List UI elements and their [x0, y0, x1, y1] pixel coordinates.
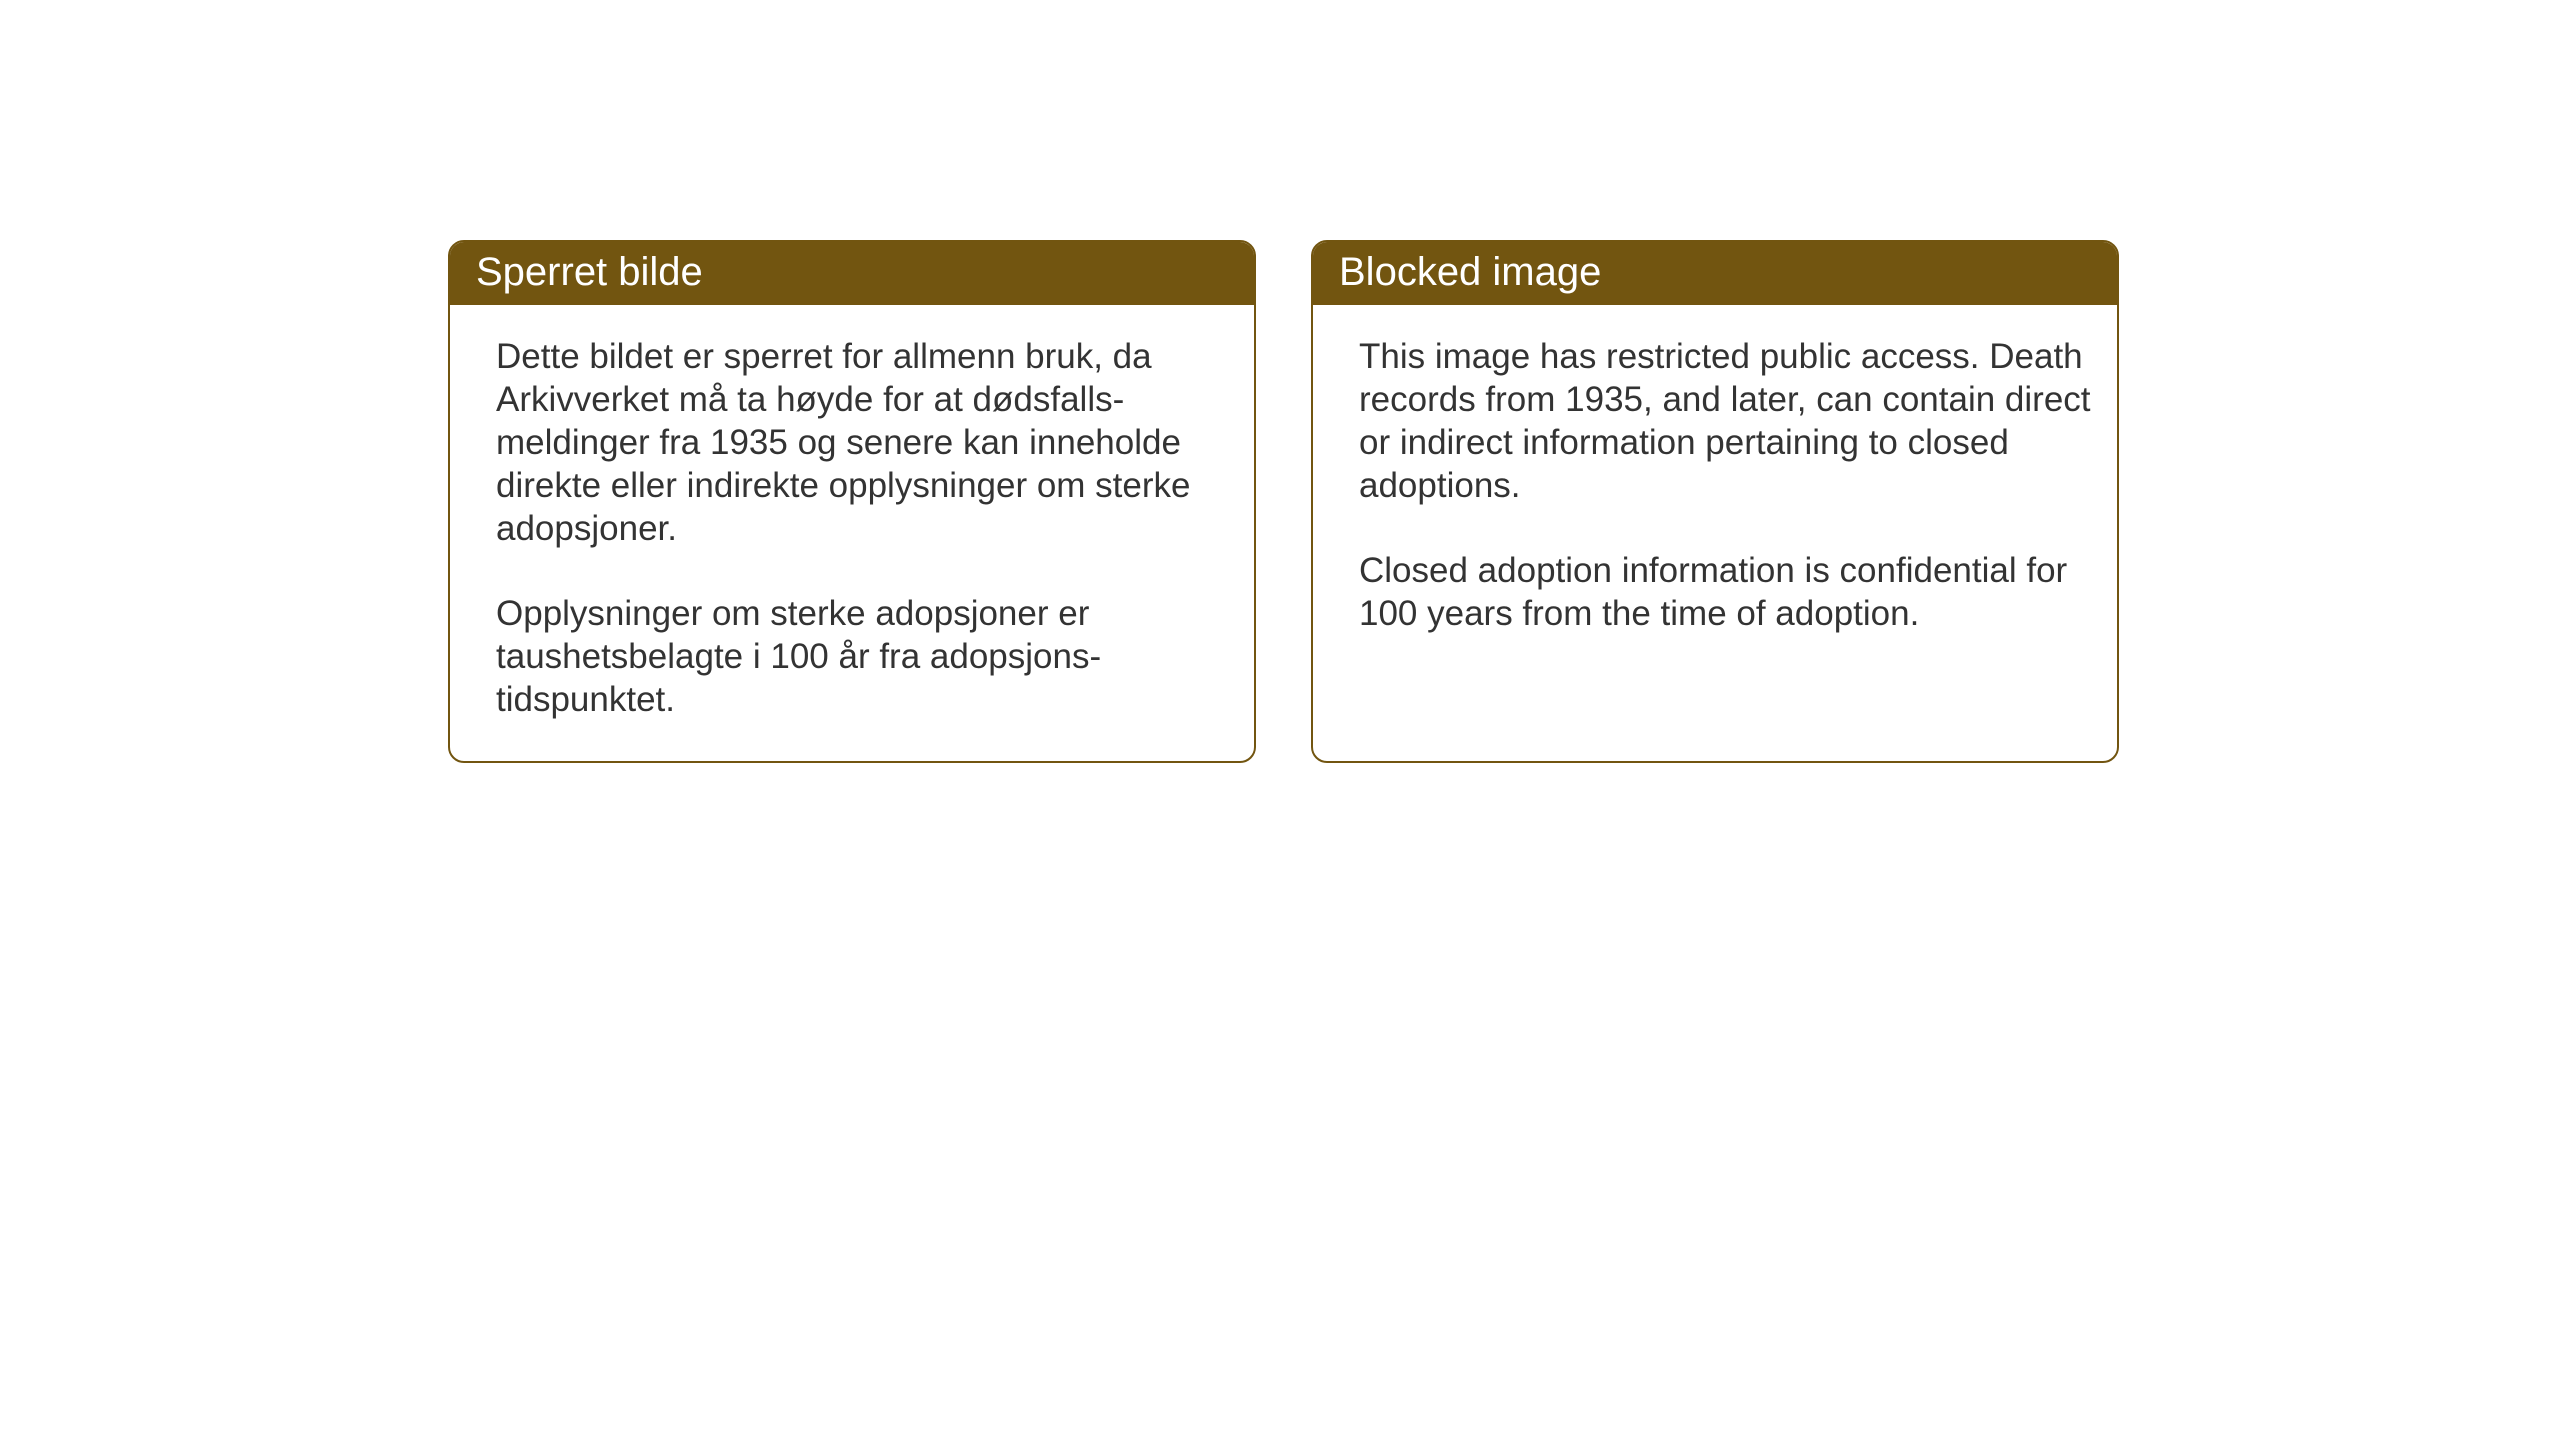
card-paragraph: Opplysninger om sterke adopsjoner er tau…	[496, 592, 1228, 721]
notice-container: Sperret bilde Dette bildet er sperret fo…	[0, 0, 2560, 763]
card-paragraph: Closed adoption information is confident…	[1359, 549, 2091, 635]
card-title: Blocked image	[1339, 250, 1601, 294]
notice-card-english: Blocked image This image has restricted …	[1311, 240, 2119, 763]
card-header-english: Blocked image	[1313, 242, 2117, 305]
card-body-english: This image has restricted public access.…	[1313, 305, 2117, 675]
card-header-norwegian: Sperret bilde	[450, 242, 1254, 305]
card-title: Sperret bilde	[476, 250, 703, 294]
card-paragraph: This image has restricted public access.…	[1359, 335, 2091, 507]
card-body-norwegian: Dette bildet er sperret for allmenn bruk…	[450, 305, 1254, 761]
notice-card-norwegian: Sperret bilde Dette bildet er sperret fo…	[448, 240, 1256, 763]
card-paragraph: Dette bildet er sperret for allmenn bruk…	[496, 335, 1228, 550]
